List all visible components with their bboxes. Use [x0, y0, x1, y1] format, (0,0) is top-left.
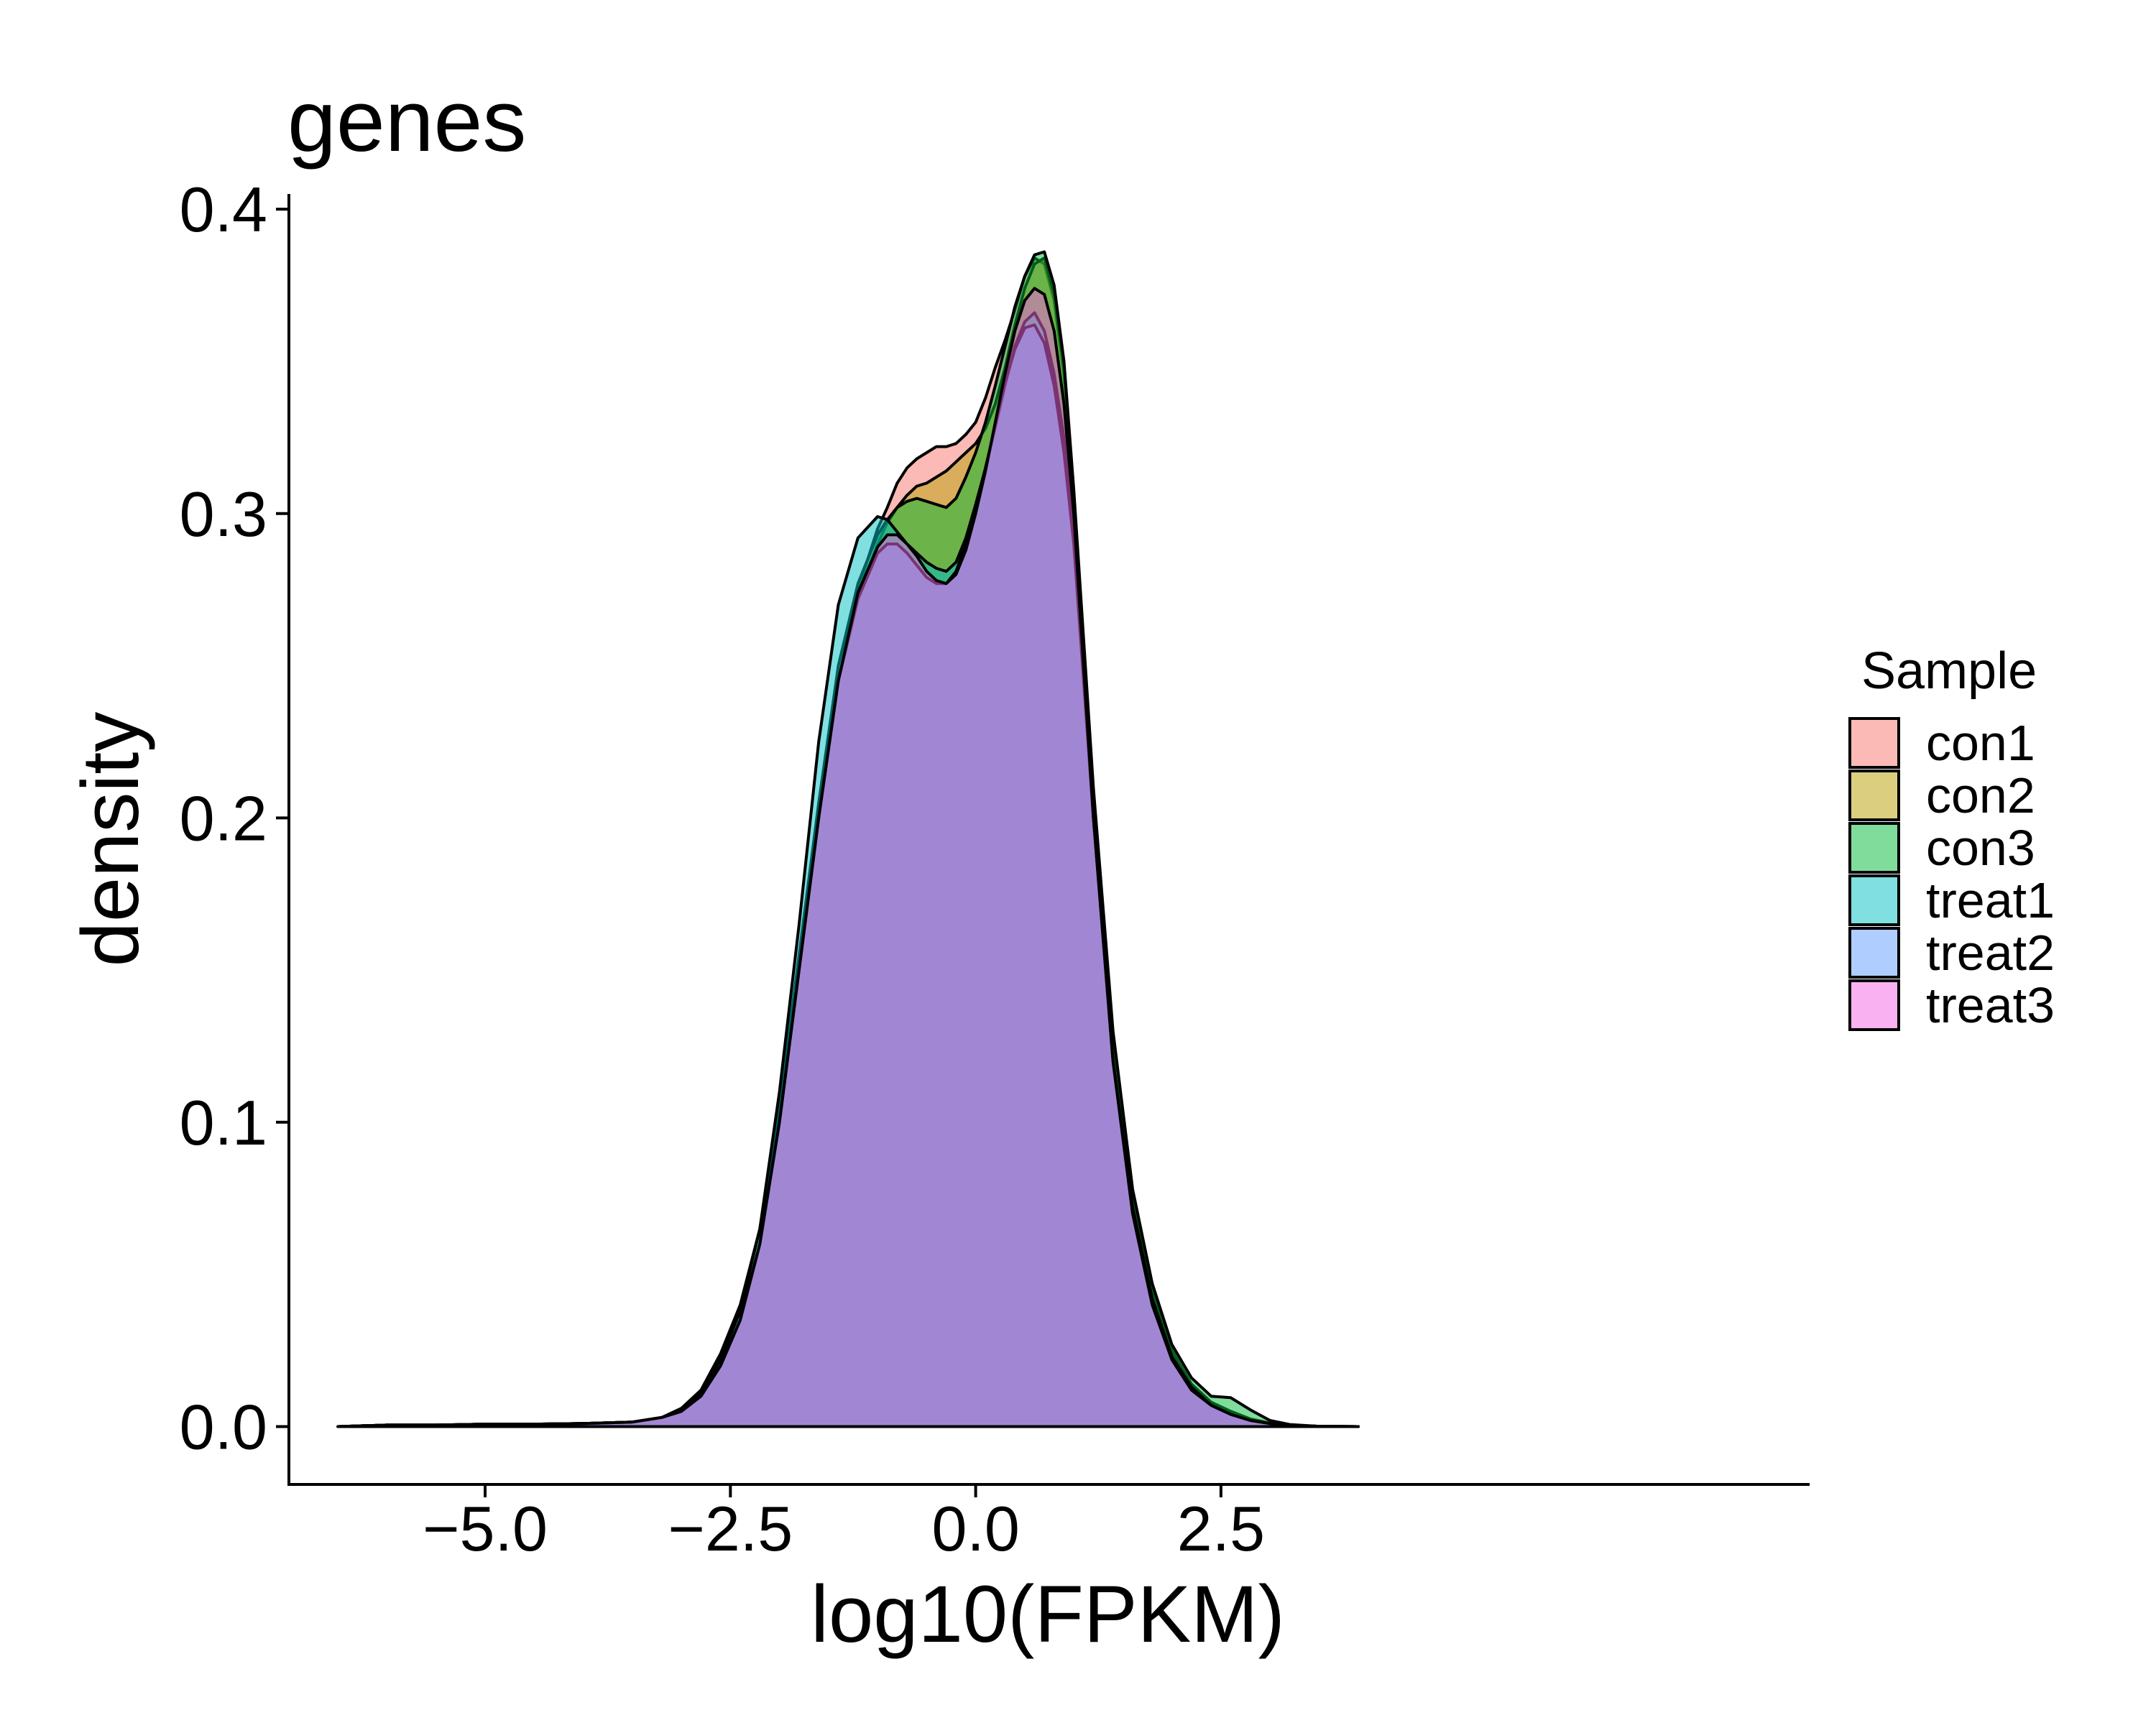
legend-label-con2: con2: [1926, 767, 2035, 823]
y-tick-label: 0.3: [180, 479, 267, 550]
legend-swatch-con3: [1848, 822, 1900, 874]
y-tick-label: 0.4: [180, 174, 267, 245]
legend-label-con1: con1: [1926, 715, 2035, 771]
plot-area: [336, 250, 1360, 1428]
x-tick-label: 2.5: [1177, 1493, 1265, 1564]
y-ticks: 0.0 0.1 0.2 0.3 0.4: [180, 174, 289, 1463]
y-tick-label: 0.2: [180, 782, 267, 854]
x-tick-label: −5.0: [423, 1493, 548, 1564]
legend-label-treat1: treat1: [1926, 872, 2055, 928]
y-tick-label: 0.1: [180, 1087, 267, 1158]
x-ticks: −5.0 −2.5 0.0 2.5: [423, 1484, 1265, 1564]
x-tick-label: 0.0: [931, 1493, 1019, 1564]
legend-swatch-treat3: [1848, 979, 1900, 1031]
legend-swatch-con1: [1848, 717, 1900, 769]
y-axis-title: density: [65, 712, 155, 967]
legend-swatch-treat2: [1848, 927, 1900, 979]
x-axis-title: log10(FPKM): [811, 1569, 1285, 1659]
legend-label-treat2: treat2: [1926, 925, 2055, 981]
x-tick-label: −2.5: [668, 1493, 793, 1564]
y-tick-label: 0.0: [180, 1392, 267, 1463]
legend-title: Sample: [1861, 642, 2037, 700]
legend-label-con3: con3: [1926, 820, 2035, 876]
legend-swatch-con2: [1848, 770, 1900, 821]
density-area-treat3: [336, 287, 1360, 1428]
legend-swatch-treat1: [1848, 874, 1900, 926]
legend-label-treat3: treat3: [1926, 977, 2055, 1033]
chart-title: genes: [287, 72, 526, 170]
axes: [287, 194, 1810, 1486]
